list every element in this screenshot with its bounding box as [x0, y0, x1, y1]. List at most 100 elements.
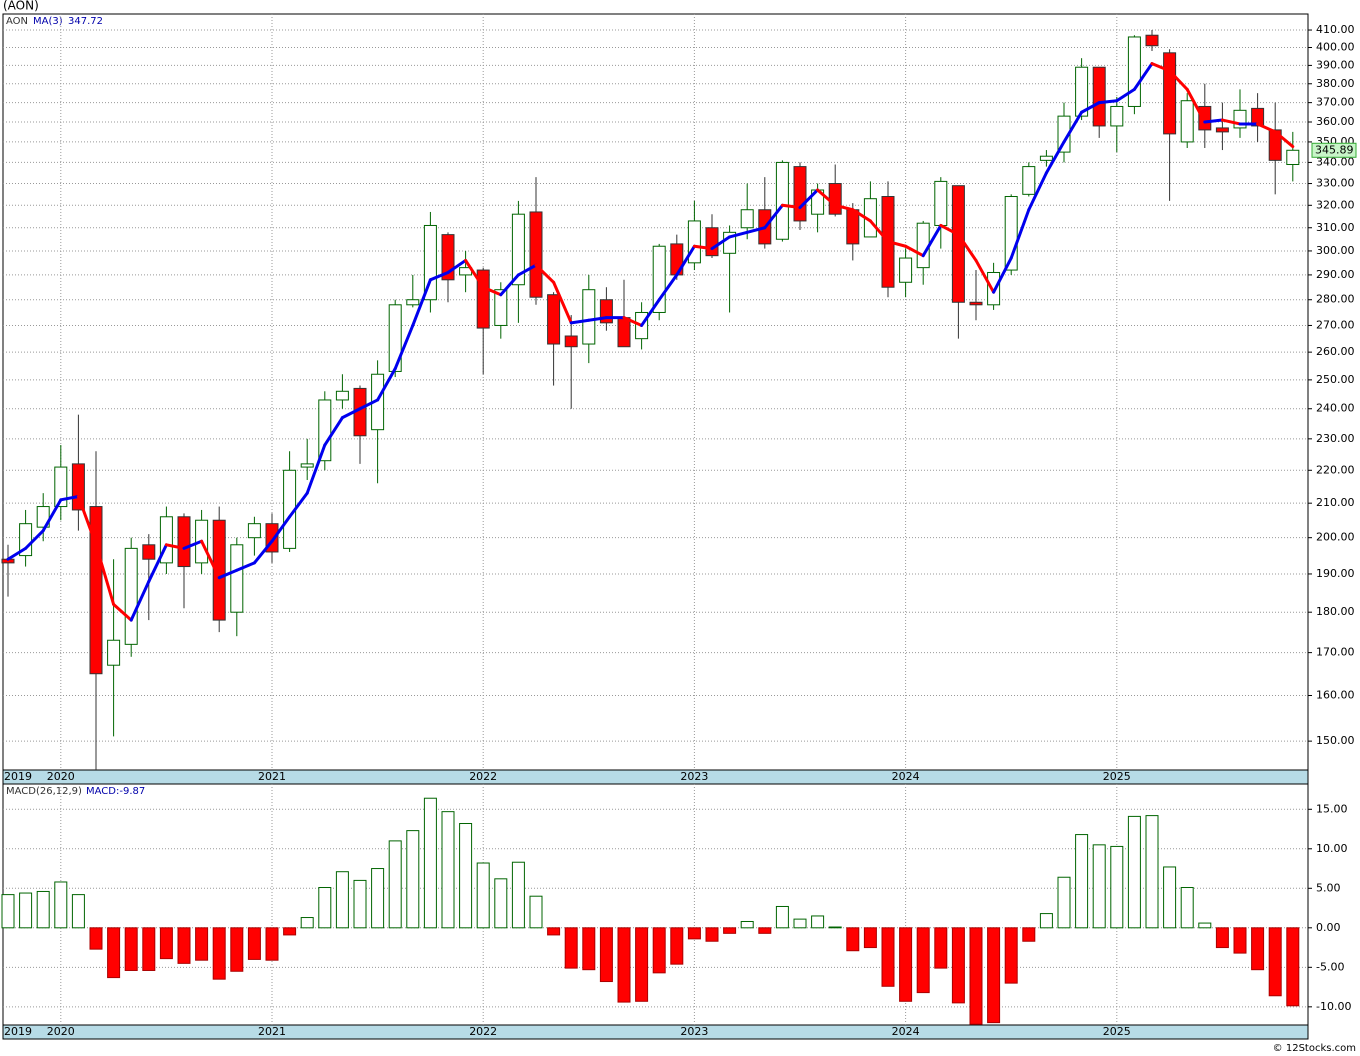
ma-segment	[1097, 99, 1119, 105]
candle-body	[1075, 66, 1089, 117]
macd-bar	[388, 840, 402, 929]
macd-bar	[423, 797, 437, 929]
ma-segment	[288, 491, 309, 519]
ma-segment	[252, 539, 274, 565]
y-tick-label: 360.00	[1316, 115, 1355, 128]
candle-body	[1215, 127, 1229, 133]
x-tick-label: 2022	[469, 770, 497, 783]
macd-value: MACD:-9.87	[86, 786, 145, 797]
candle-body	[740, 209, 754, 229]
macd-bar	[617, 927, 631, 1003]
ma-segment	[1256, 122, 1277, 134]
macd-bar	[1268, 927, 1282, 997]
ma-segment	[780, 203, 802, 210]
candle-body	[828, 183, 842, 215]
macd-bar	[1039, 913, 1053, 929]
legend-ma-value: 347.72	[68, 16, 103, 27]
macd-bar	[1251, 927, 1265, 971]
candle-body	[423, 224, 437, 301]
macd-bar	[230, 927, 244, 972]
macd-bar	[89, 927, 103, 950]
macd-bar	[899, 927, 913, 1002]
candle-body	[1251, 107, 1265, 127]
macd-bar	[353, 879, 367, 929]
x-tick-label: 2023	[680, 770, 708, 783]
candle-body	[300, 463, 314, 468]
macd-bar	[71, 894, 85, 929]
macd-bar	[1163, 866, 1177, 929]
y-tick-label: 5.00	[1316, 881, 1341, 894]
legend-symbol: AON	[6, 16, 28, 27]
legend-ma: MA(3)	[33, 16, 63, 27]
macd-bar	[1075, 834, 1089, 929]
candle-body	[951, 185, 965, 303]
candle-body	[1110, 105, 1124, 127]
candle-body	[406, 299, 420, 306]
x-tick-label: 2021	[258, 1025, 286, 1038]
macd-bar	[1180, 887, 1194, 929]
macd-bar	[863, 927, 877, 949]
y-tick-label: -5.00	[1316, 960, 1344, 973]
candle-body	[89, 506, 103, 675]
ma-segment	[1203, 118, 1224, 124]
candle-body	[318, 399, 332, 462]
price-panel	[2, 13, 1309, 771]
ma-segment	[534, 263, 556, 284]
macd-bar	[775, 905, 789, 929]
ma-segment	[904, 244, 925, 258]
y-tick-label: 390.00	[1316, 58, 1355, 71]
ma-segment	[76, 494, 98, 547]
last-price-box	[1311, 142, 1357, 158]
macd-label: MACD(26,12,9)	[6, 786, 82, 797]
macd-bar	[371, 868, 385, 929]
ma-segment	[112, 602, 133, 622]
macd-bar	[705, 927, 719, 942]
ma-segment	[147, 543, 168, 583]
marks: 150.00 160.00 170.00 180.00 190.00 200.00 210.…	[1, 14, 1357, 1038]
candle-body	[687, 220, 701, 264]
candle-body	[212, 519, 226, 621]
ma-segment	[816, 188, 837, 207]
macd-bar	[459, 823, 473, 929]
ma-segment	[59, 494, 80, 502]
ma-segment	[1062, 110, 1084, 144]
candle-body	[511, 213, 525, 286]
ma-segment	[164, 543, 186, 550]
ma-segment	[1009, 208, 1031, 260]
candle-body	[494, 289, 508, 326]
ma-segment	[710, 235, 732, 251]
y-tick-label: 320.00	[1316, 198, 1355, 211]
macd-bar	[300, 917, 314, 929]
candle-body	[652, 245, 666, 313]
ma-segment	[552, 280, 573, 325]
macd-bar	[124, 927, 138, 971]
x-tick-label: 2023	[680, 1025, 708, 1038]
macd-bar	[1057, 876, 1071, 929]
date-strip	[2, 1024, 1309, 1040]
y-tick-label: 180.00	[1316, 605, 1355, 618]
ma-segment	[481, 285, 503, 297]
macd-bar	[547, 927, 561, 936]
ma-segment	[428, 270, 450, 282]
candle-body	[19, 523, 33, 557]
macd-bar	[1198, 922, 1212, 929]
x-tick-label: 2025	[1103, 770, 1131, 783]
macd-bar	[934, 927, 948, 969]
ma-segment	[939, 223, 960, 237]
ma-segment	[1115, 87, 1136, 103]
ma-segment	[1044, 140, 1066, 175]
ma-segment	[340, 407, 362, 420]
x-tick-label: 2024	[892, 1025, 920, 1038]
x-tick-label: 2025	[1103, 1025, 1131, 1038]
candle-body	[793, 166, 807, 222]
ma-segment	[675, 244, 696, 277]
y-tick-label: 220.00	[1316, 463, 1355, 476]
ma-segment	[1150, 62, 1172, 73]
ma-segment	[587, 316, 608, 322]
ma-segment	[1220, 118, 1242, 126]
candle-body	[441, 234, 455, 281]
y-tick-label: 160.00	[1316, 688, 1355, 701]
y-tick-label: -10.00	[1316, 1000, 1351, 1013]
macd-bar	[511, 861, 525, 929]
y-tick-label: 15.00	[1316, 802, 1348, 815]
